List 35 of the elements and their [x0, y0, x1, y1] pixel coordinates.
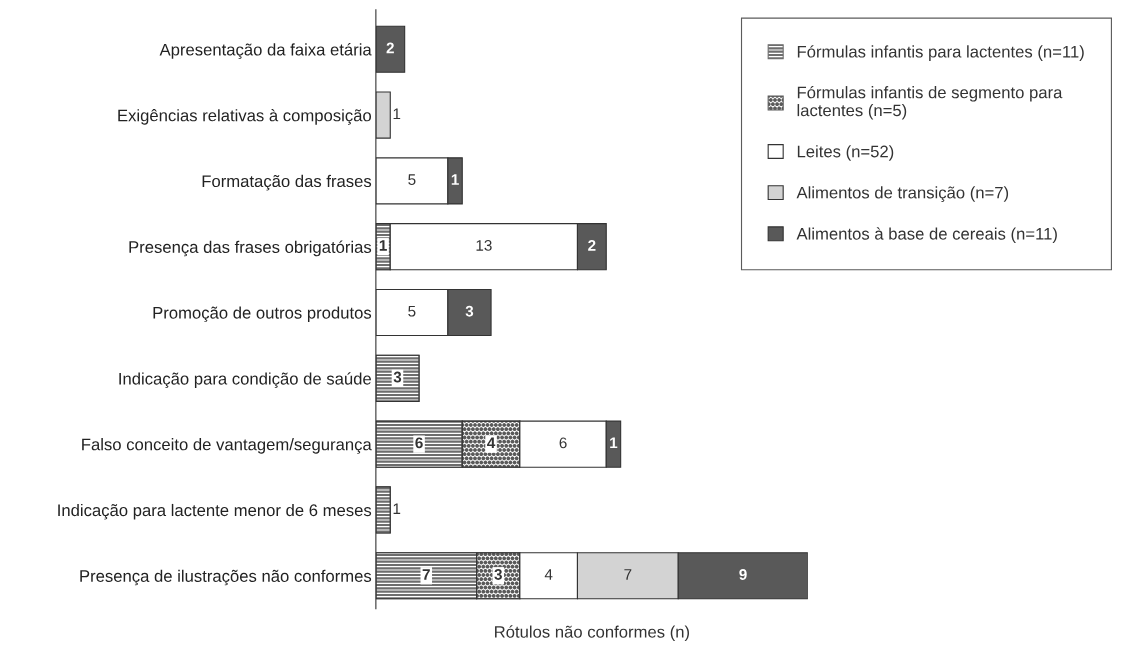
- y-tick-label: Presença de ilustrações não conformes: [80, 569, 372, 586]
- data-label: 5: [408, 305, 416, 317]
- data-label: 7: [422, 569, 430, 580]
- x-axis-title: Rótulos não conformes (n): [495, 625, 690, 642]
- legend-label: Alimentos de transição (n=7): [796, 186, 1009, 202]
- data-label: 5: [408, 174, 416, 185]
- data-label: 1: [393, 108, 401, 120]
- y-tick-label: Indicação para condição de saúde: [119, 372, 371, 388]
- data-label: 3: [465, 305, 474, 317]
- data-label: 7: [624, 569, 632, 580]
- legend-label: Leites (n=52): [797, 145, 894, 161]
- legend-label: Alimentos à base de cereais (n=11): [796, 227, 1057, 244]
- data-label: 3: [494, 569, 502, 580]
- data-label: 1: [610, 437, 618, 449]
- data-label: 4: [544, 569, 553, 580]
- data-label: 2: [386, 42, 394, 54]
- y-tick-label: Formatação das frases: [202, 174, 372, 191]
- data-label: 6: [559, 437, 567, 449]
- y-tick-label: Exigências relativas à composição: [118, 108, 372, 125]
- data-label: 1: [379, 240, 387, 251]
- y-tick-label: Presença das frases obrigatórias: [129, 240, 372, 257]
- data-label: 1: [451, 174, 459, 185]
- legend-label: Fórmulas infantis de segmento para lactentes (n=5): [797, 85, 1063, 120]
- data-label: 13: [476, 239, 492, 251]
- data-label: 9: [739, 569, 747, 580]
- y-tick-label: Indicação para lactente menor de 6 meses: [58, 503, 372, 520]
- y-tick-label: Promoção de outros produtos: [153, 306, 372, 323]
- y-tick-label: Apresentação da faixa etária: [159, 43, 372, 59]
- legend-label: Fórmulas infantis para lactentes (n=11): [797, 45, 1084, 61]
- data-label: 4: [487, 437, 496, 449]
- data-label: 6: [415, 437, 423, 449]
- data-label: 3: [393, 371, 402, 383]
- y-tick-label: Falso conceito de vantagem/segurança: [82, 438, 372, 454]
- data-label: 2: [588, 239, 596, 251]
- data-label: 1: [393, 503, 401, 514]
